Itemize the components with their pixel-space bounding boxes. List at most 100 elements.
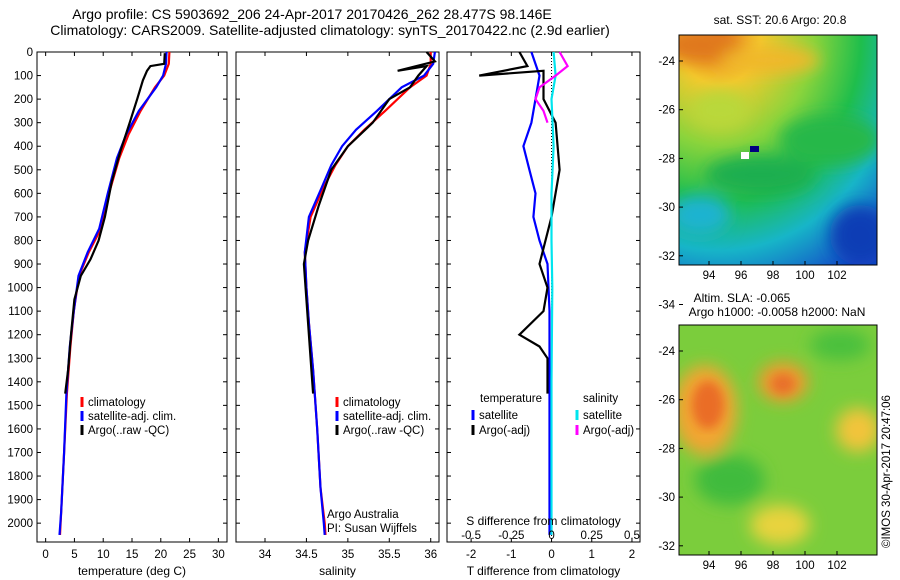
salinity-panel: 34 34.5 35 35.5 36 salinity climatology satelli… <box>235 51 440 578</box>
annotation-line: PI: Susan Wijffels <box>327 523 417 535</box>
x-tick-label-top: -0.25 <box>498 530 524 542</box>
y-tick-label: 1700 <box>7 447 33 459</box>
sst-map <box>678 34 878 266</box>
map-y-tick-label: -34 <box>658 300 675 312</box>
plot-frame <box>235 51 440 543</box>
sst-map-title: sat. SST: 20.6 Argo: 20.8 <box>714 13 847 27</box>
x-tick-label: 34.5 <box>295 549 317 561</box>
map-x-tick-label: 96 <box>735 560 748 572</box>
difference-panel: -2 -1 0 1 2 T difference from climatology temp… <box>446 51 641 578</box>
plot-frame <box>36 51 228 543</box>
x-tick-label-top: 0.25 <box>581 530 603 542</box>
profile-title: Argo profile: CS 5903692_206 24-Apr-2017… <box>72 6 552 22</box>
map-x-tick-label: 102 <box>827 560 846 572</box>
y-tick-label: 400 <box>14 141 33 153</box>
map-x-tick-label: 98 <box>767 270 780 282</box>
map-y-tick-label: -28 <box>658 153 675 165</box>
series-line-satellite-adj--clim- <box>303 51 436 535</box>
map-y-tick-label: -24 <box>658 56 675 68</box>
map-axes: 94 96 98 100 102 -24 -26 -28 -30 -32 -34 94 96 98 100 1… <box>658 56 846 572</box>
series-line-argo---raw--qc- <box>302 51 437 394</box>
series-line-satellite <box>522 51 551 535</box>
map-x-tick-label: 98 <box>767 560 780 572</box>
annotation-line: Argo Australia <box>327 509 399 521</box>
y-tick-label: 1100 <box>8 306 33 318</box>
legend-label: climatology <box>343 397 401 409</box>
legend-label: Argo(..raw -QC) <box>343 425 424 437</box>
y-tick-label: 1400 <box>7 377 33 389</box>
map-y-tick-label: -30 <box>658 492 675 504</box>
legend-label: Argo(-adj) <box>479 425 530 437</box>
x-tick-label: 35 <box>341 549 354 561</box>
map-y-tick-label: -30 <box>658 202 675 214</box>
x-tick-label: 15 <box>126 549 139 561</box>
temperature-panel: 0100200300400500600700800900100011001200… <box>7 47 228 578</box>
x-tick-label-top: 0.5 <box>624 530 640 542</box>
y-tick-label: 700 <box>14 212 33 224</box>
map-x-tick-label: 102 <box>827 270 846 282</box>
sla-map-title: Altim. SLA: -0.065 <box>694 291 791 305</box>
x-tick-label: 36 <box>424 549 437 561</box>
map-y-tick-label: -24 <box>658 346 675 358</box>
map-y-tick-label: -26 <box>658 105 675 117</box>
x-tick-label: 34 <box>259 549 272 561</box>
map-x-tick-label: 94 <box>703 270 716 282</box>
x-tick-label: -1 <box>506 549 516 561</box>
map-x-tick-label: 94 <box>703 560 716 572</box>
y-tick-label: 1300 <box>7 353 33 365</box>
map-y-tick-label: -32 <box>658 541 675 553</box>
y-tick-label: 900 <box>14 259 33 271</box>
x-tick-label: 10 <box>97 549 110 561</box>
legend-label: satellite <box>479 410 518 422</box>
y-tick-label: 600 <box>14 188 33 200</box>
x-axis-label: temperature (deg C) <box>78 564 186 578</box>
x-tick-label: 5 <box>71 549 77 561</box>
y-tick-label: 500 <box>14 165 33 177</box>
x-tick-label: 35.5 <box>378 549 400 561</box>
sla-map <box>678 324 878 556</box>
x-tick-label: 1 <box>589 549 595 561</box>
y-tick-label: 2000 <box>7 518 33 530</box>
x-tick-label: 25 <box>183 549 196 561</box>
map-y-tick-label: -32 <box>658 251 675 263</box>
y-tick-label: 800 <box>14 235 33 247</box>
legend-label: Argo(-adj) <box>583 425 634 437</box>
legend-label: satellite <box>583 410 622 422</box>
series-line-argo---raw--qc- <box>64 53 166 394</box>
series-line-satellite <box>550 51 557 535</box>
legend-label: satellite-adj. clim. <box>343 411 431 423</box>
x-axis-label: T difference from climatology <box>467 564 621 578</box>
x-tick-label: 0 <box>42 549 48 561</box>
x-tick-label-top: -0.5 <box>461 530 481 542</box>
x-tick-label: -2 <box>466 549 476 561</box>
y-tick-label: 1800 <box>7 471 33 483</box>
plot-frame <box>446 51 641 543</box>
legend-header: salinity <box>583 393 618 405</box>
legend-label: Argo(..raw -QC) <box>88 425 169 437</box>
legend-header: temperature <box>480 393 542 405</box>
x-tick-label: 30 <box>212 549 225 561</box>
x-tick-label: 20 <box>154 549 167 561</box>
y-tick-label: 1500 <box>7 400 33 412</box>
x-axis-label: salinity <box>319 564 356 578</box>
y-tick-label: 1200 <box>7 330 33 342</box>
legend-label: climatology <box>88 397 146 409</box>
legend-label: satellite-adj. clim. <box>88 411 176 423</box>
x-tick-label-top: 0 <box>548 530 554 542</box>
y-tick-label: 100 <box>14 71 33 83</box>
y-tick-label: 200 <box>14 94 33 106</box>
y-tick-label: 1000 <box>7 283 33 295</box>
series-line-satellite-adj--clim- <box>58 51 168 535</box>
sla-map-subtitle: Argo h1000: -0.0058 h2000: NaN <box>689 305 866 319</box>
imos-timestamp: ©IMOS 30-Apr-2017 20:47:06 <box>881 395 893 548</box>
map-y-tick-label: -26 <box>658 395 675 407</box>
x-tick-label: 2 <box>629 549 635 561</box>
x-axis-label-top: S difference from climatology <box>466 514 621 528</box>
y-tick-label: 1600 <box>7 424 33 436</box>
y-tick-label: 1900 <box>7 495 33 507</box>
climatology-title: Climatology: CARS2009. Satellite-adjuste… <box>50 22 610 38</box>
x-tick-label: 0 <box>548 549 554 561</box>
series-line-argo--adj- <box>534 51 570 124</box>
map-y-tick-label: -28 <box>658 443 675 455</box>
